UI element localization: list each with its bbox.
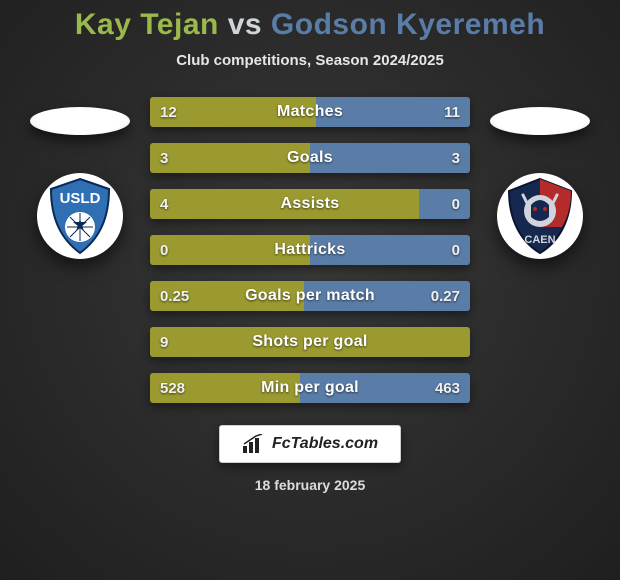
- stat-bars: 1211Matches 33Goals 40Assists 00Hattricks 0.…: [150, 97, 470, 403]
- player1-name: Kay Tejan: [75, 8, 219, 41]
- stat-row: 1211Matches: [150, 97, 470, 127]
- stat-label: Goals: [150, 143, 470, 173]
- stat-label: Assists: [150, 189, 470, 219]
- stat-label: Goals per match: [150, 281, 470, 311]
- right-player-oval: [490, 107, 590, 135]
- caen-badge-icon: CAEN: [497, 173, 583, 259]
- subtitle: Club competitions, Season 2024/2025: [0, 52, 620, 69]
- stat-row: 33Goals: [150, 143, 470, 173]
- stat-row: 40Assists: [150, 189, 470, 219]
- left-side: USLD: [30, 97, 130, 259]
- comparison-panel: USLD 1211Matches 33Goals 40Assists 00Hattri…: [0, 97, 620, 403]
- date-text: 18 february 2025: [255, 477, 366, 493]
- stat-label: Hattricks: [150, 235, 470, 265]
- brand-chart-icon: [242, 434, 264, 454]
- svg-text:USLD: USLD: [60, 190, 101, 207]
- stat-row: 0.250.27Goals per match: [150, 281, 470, 311]
- right-side: CAEN: [490, 97, 590, 259]
- stat-label: Min per goal: [150, 373, 470, 403]
- left-club-badge: USLD: [37, 173, 123, 259]
- stat-row: 528463Min per goal: [150, 373, 470, 403]
- brand-text: FcTables.com: [272, 435, 378, 453]
- left-player-oval: [30, 107, 130, 135]
- vs-text: vs: [228, 8, 262, 41]
- stat-row: 00Hattricks: [150, 235, 470, 265]
- footer: FcTables.com 18 february 2025: [0, 425, 620, 493]
- right-club-badge: CAEN: [497, 173, 583, 259]
- svg-text:CAEN: CAEN: [524, 234, 555, 246]
- comparison-title: Kay Tejan vs Godson Kyeremeh: [0, 8, 620, 42]
- brand-box: FcTables.com: [219, 425, 401, 463]
- stat-label: Matches: [150, 97, 470, 127]
- player2-name: Godson Kyeremeh: [271, 8, 545, 41]
- usld-badge-icon: USLD: [37, 173, 123, 259]
- stat-label: Shots per goal: [150, 327, 470, 357]
- stat-row: 9Shots per goal: [150, 327, 470, 357]
